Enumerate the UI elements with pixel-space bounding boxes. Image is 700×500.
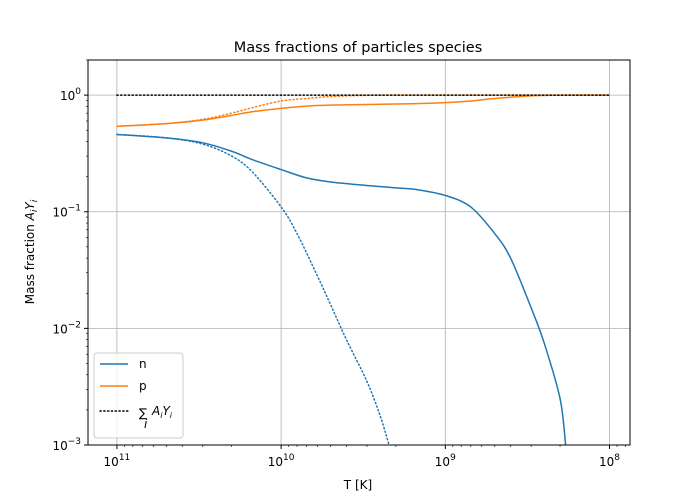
y-tick-label: 10−1 — [52, 204, 81, 220]
series-line-3 — [116, 94, 611, 128]
legend-label: n — [139, 357, 147, 371]
series-line-2 — [116, 94, 610, 128]
y-tick-label: 10−3 — [52, 437, 81, 453]
x-tick-label: 109 — [435, 453, 456, 469]
x-tick-label: 1010 — [268, 453, 295, 469]
series-line-0 — [116, 133, 567, 445]
series-line-1 — [116, 133, 390, 445]
x-tick-label: 1011 — [104, 453, 131, 469]
legend-sum-index: i — [144, 417, 148, 431]
legend-label: p — [139, 379, 147, 393]
legend-frame — [93, 352, 184, 439]
legend-sum-term: AiYi — [151, 404, 173, 420]
ticks-layer: 1011 1010 109 108 10−3 10−2 10−1 100 — [52, 59, 626, 469]
plot-frame — [87, 59, 631, 446]
chart-title: Mass fractions of particles species — [234, 40, 483, 56]
x-tick-label: 108 — [599, 453, 620, 469]
y-axis-label: Mass fraction AiYi — [23, 199, 40, 304]
y-tick-label: 10−2 — [52, 320, 81, 336]
x-axis-label: T [K] — [343, 478, 372, 492]
y-tick-label: 100 — [60, 87, 81, 103]
legend-sum-sigma: ∑ — [139, 406, 147, 420]
series-layer — [116, 94, 611, 445]
